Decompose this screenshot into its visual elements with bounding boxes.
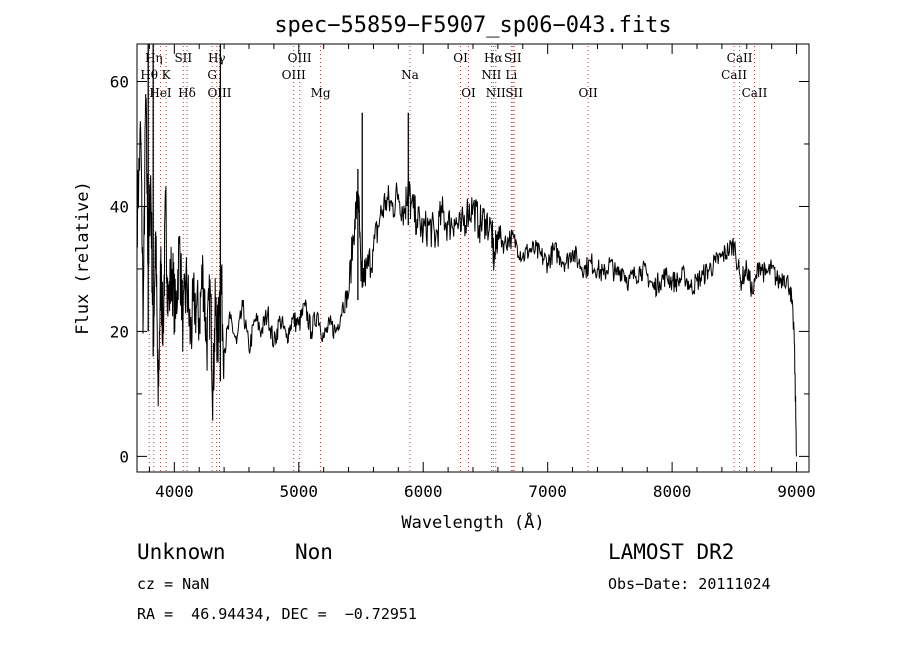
x-axis-label: Wavelength (Å) <box>401 511 544 533</box>
line-marker-label: OIII <box>282 68 306 82</box>
y-tick-label: 60 <box>110 72 129 91</box>
y-tick-label: 20 <box>110 322 129 341</box>
line-marker-label: Hγ <box>208 51 226 65</box>
line-marker-label: Na <box>401 68 419 82</box>
line-marker-label: NII <box>481 68 501 82</box>
y-tick-label: 40 <box>110 197 129 216</box>
line-markers <box>148 46 755 472</box>
line-marker-label: Li <box>505 68 517 82</box>
line-marker-label: OIII <box>288 51 312 65</box>
y-tick-label: 0 <box>119 447 129 466</box>
line-marker-label: SII <box>505 86 523 100</box>
object-class: Unknown <box>137 540 226 564</box>
y-axis: 0 20 40 60 <box>110 72 809 466</box>
line-marker-label: OII <box>578 86 598 100</box>
object-subclass: Non <box>295 540 333 564</box>
line-marker-label: Hα <box>484 51 503 65</box>
line-marker-label: CaII <box>742 86 768 100</box>
plot-frame <box>136 43 810 473</box>
line-marker-label: Hθ <box>140 68 158 82</box>
spectrum-line <box>136 93 798 457</box>
observation-date: Obs−Date: 20111024 <box>608 575 771 593</box>
x-tick-label: 5000 <box>280 482 319 501</box>
chart-title: spec−55859−F5907_sp06−043.fits <box>274 13 671 38</box>
line-marker-labels: HηHθHeIKSIIHδHγGOIIIOIIIOIIIMgNaOIOIHαNI… <box>140 51 767 100</box>
line-marker-label: Mg <box>311 86 331 100</box>
line-marker-label: OI <box>453 51 468 65</box>
line-marker-label: OIII <box>207 86 231 100</box>
coordinates-readout: RA = 46.94434, DEC = −0.72951 <box>137 605 417 623</box>
line-marker-label: G <box>207 68 217 82</box>
x-tick-label: 8000 <box>653 482 692 501</box>
x-tick-label: 6000 <box>404 482 443 501</box>
x-tick-label: 9000 <box>777 482 816 501</box>
line-marker-label: Hδ <box>178 86 196 100</box>
line-marker-label: SII <box>504 51 522 65</box>
data-release: LAMOST DR2 <box>608 540 734 564</box>
emission-spikes <box>147 44 409 382</box>
line-marker-label: NII <box>486 86 506 100</box>
line-marker-label: CaII <box>727 51 753 65</box>
line-marker-label: K <box>162 68 172 82</box>
x-axis: 4000 5000 6000 7000 8000 9000 <box>148 44 816 501</box>
line-marker-label: OI <box>461 86 476 100</box>
line-marker-label: CaII <box>721 68 747 82</box>
redshift-readout: cz = NaN <box>137 575 209 593</box>
line-marker-label: SII <box>174 51 192 65</box>
x-tick-label: 7000 <box>528 482 567 501</box>
line-marker-label: HeI <box>149 86 172 100</box>
x-tick-label: 4000 <box>155 482 194 501</box>
y-axis-label: Flux (relative) <box>73 181 93 335</box>
